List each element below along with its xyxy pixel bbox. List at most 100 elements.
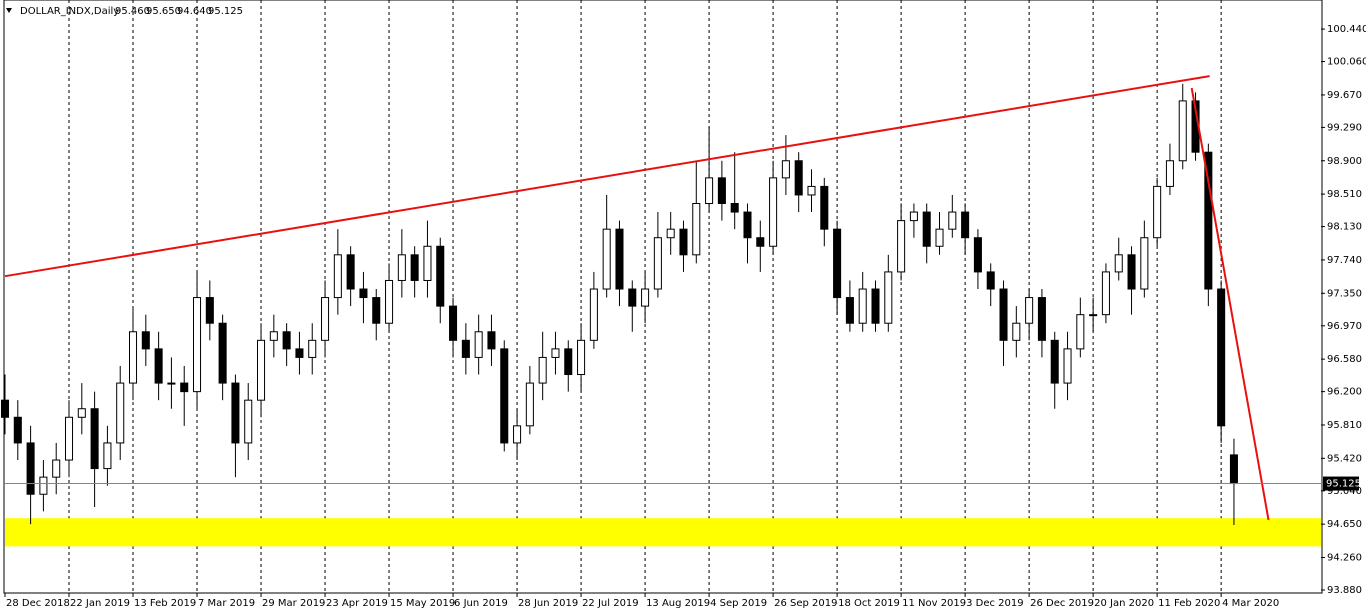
- candle-body: [807, 185, 816, 196]
- candle-body: [39, 476, 48, 495]
- candle-body: [128, 331, 138, 384]
- candle-body: [794, 160, 803, 196]
- candle-body: [564, 348, 573, 376]
- x-tick-label: 4 Sep 2019: [710, 598, 767, 609]
- y-tick-label: 100.440: [1327, 24, 1366, 35]
- x-tick-label: 26 Dec 2019: [1030, 598, 1094, 609]
- candle-body: [52, 459, 61, 478]
- y-tick-label: 94.650: [1327, 519, 1362, 530]
- header-open: 95.460: [115, 6, 150, 17]
- y-tick-label: 96.200: [1327, 387, 1362, 398]
- candle-body: [858, 288, 867, 324]
- candle-body: [26, 442, 35, 495]
- header-close: 95.125: [208, 6, 243, 17]
- candle-body: [577, 339, 586, 376]
- candle-body: [1076, 314, 1085, 350]
- candle-body: [372, 297, 381, 324]
- candle-body: [423, 245, 432, 281]
- trendline: [4, 75, 1210, 278]
- y-tick-label: 94.260: [1327, 553, 1362, 564]
- x-tick-label: 3 Dec 2019: [966, 598, 1024, 609]
- candle-body: [333, 254, 342, 299]
- x-tick-label: 11 Feb 2020: [1158, 598, 1220, 609]
- y-tick-label: 98.900: [1327, 156, 1362, 167]
- candle-body: [1153, 185, 1162, 239]
- candle-body: [730, 203, 739, 213]
- candle-body: [205, 297, 214, 324]
- candle-body: [884, 271, 893, 324]
- candle-body: [909, 211, 918, 222]
- candle-body: [935, 228, 944, 247]
- candle-body: [1140, 237, 1149, 290]
- candle-body: [602, 228, 611, 290]
- candle-body: [141, 331, 150, 350]
- candle-body: [1037, 297, 1046, 341]
- trendline: [1190, 87, 1270, 521]
- y-tick-label: 97.350: [1327, 288, 1362, 299]
- candle-body: [1063, 348, 1072, 384]
- candle-body: [948, 211, 957, 230]
- candle-body: [999, 288, 1008, 341]
- candle-body: [295, 348, 304, 358]
- candle-body: [781, 160, 790, 179]
- y-tick-label: 100.060: [1327, 57, 1366, 68]
- y-tick-label: 93.880: [1327, 585, 1362, 596]
- candle-body: [653, 237, 662, 290]
- candle-body: [436, 245, 445, 307]
- candle-body: [218, 322, 227, 384]
- candle-body: [717, 177, 726, 205]
- candle-body: [269, 331, 278, 341]
- candle-body: [845, 297, 854, 324]
- candle-body: [397, 254, 406, 281]
- y-tick-label: 95.420: [1327, 453, 1362, 464]
- candle-body: [743, 211, 752, 239]
- candle-body: [628, 288, 637, 307]
- candle-body: [1229, 454, 1238, 485]
- candle-body: [231, 382, 240, 444]
- candle-body: [756, 237, 765, 247]
- candle-body: [833, 228, 842, 299]
- candle-body: [641, 288, 650, 307]
- candle-body: [973, 237, 982, 273]
- candle-body: [1012, 322, 1021, 341]
- candle-body: [1050, 339, 1059, 384]
- x-tick-label: 20 Jan 2020: [1094, 598, 1154, 609]
- x-tick-label: 23 Apr 2019: [326, 598, 388, 609]
- chart-title: DOLLAR_INDX,Daily: [20, 6, 119, 17]
- x-tick-label: 26 Sep 2019: [774, 598, 837, 609]
- candle-body: [449, 305, 458, 341]
- candle-body: [961, 211, 970, 239]
- candle-body: [64, 416, 74, 461]
- candle-body: [180, 382, 189, 393]
- candle-body: [474, 331, 483, 358]
- candle-body: [77, 408, 86, 418]
- x-tick-label: 18 Oct 2019: [838, 598, 900, 609]
- candle-body: [0, 399, 10, 418]
- candle-body: [359, 288, 368, 299]
- candle-body: [321, 297, 330, 341]
- y-tick-label: 96.970: [1327, 321, 1362, 332]
- candle-body: [538, 356, 547, 384]
- x-tick-label: 22 Jul 2019: [582, 598, 639, 609]
- candle-body: [308, 339, 317, 358]
- candle-body: [897, 220, 906, 273]
- candle-body: [282, 331, 291, 350]
- current-price-box: [1323, 476, 1359, 491]
- candle-body: [1165, 160, 1174, 187]
- candle-body: [679, 228, 688, 256]
- candle-body: [410, 254, 419, 281]
- x-tick-label: 13 Feb 2019: [134, 598, 196, 609]
- candle-body: [116, 382, 125, 444]
- candle-body: [1089, 314, 1098, 317]
- plot-frame: [3, 0, 1323, 594]
- y-tick-label: 99.290: [1327, 122, 1362, 133]
- candle-body: [1114, 254, 1123, 273]
- x-tick-label: 15 May 2019: [390, 598, 455, 609]
- candle-body: [193, 297, 202, 393]
- y-tick-label: 96.580: [1327, 354, 1362, 365]
- y-tick-label: 98.130: [1327, 222, 1362, 233]
- x-tick-label: 28 Jun 2019: [518, 598, 578, 609]
- y-tick-label: 95.040: [1327, 486, 1362, 497]
